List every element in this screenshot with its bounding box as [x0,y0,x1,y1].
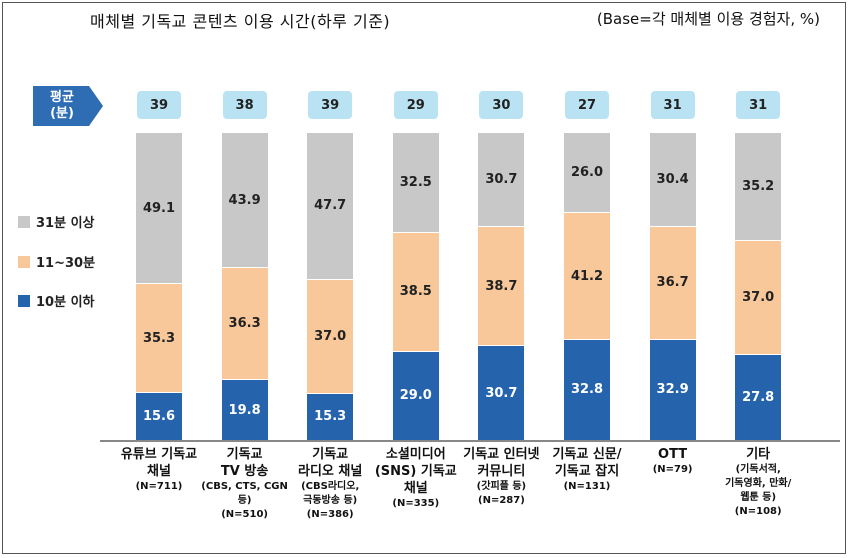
legend-swatch [18,294,30,307]
x-tick-label: 기독교 인터넷 커뮤니티 (갓피플 등) (N=287) [451,446,551,508]
category-label: 소셜미디어 (SNS) 기독교 채널 [374,447,457,496]
bar-segment: 32.5 [392,132,439,233]
base-note: (Base=각 매체별 이용 경험자, %) [596,10,820,28]
average-label: 평균 (분) [33,86,103,126]
category-label: OTT [658,447,688,462]
category-label: 기타 [746,447,771,462]
average-value: 39 [308,91,353,119]
bar-segment: 30.4 [649,132,696,226]
category-sample-size: (CBS, CTS, CGN 등) (N=510) [201,481,288,520]
bar-segment: 35.3 [136,283,182,392]
average-value: 31 [736,91,781,119]
legend-label: 10분 이하 [36,295,95,310]
legend-swatch [18,255,30,268]
legend-label: 11~30분 [36,256,96,271]
average-value: 30 [479,91,524,119]
bar-segment: 43.9 [221,132,268,268]
category-label: 유튜브 기독교 채널 [120,447,198,479]
category-label: 기독교 신문/ 기독교 잡지 [552,447,622,479]
bar-segment: 36.3 [221,267,268,379]
x-tick-label: 기독교 TV 방송 (CBS, CTS, CGN 등) (N=510) [195,446,295,522]
bar-segment: 27.8 [735,354,782,440]
bar-segment: 30.7 [478,131,525,227]
category-sample-size: (N=335) [392,498,440,509]
bar-segment: 38.7 [478,226,525,346]
category-sample-size: (N=79) [652,464,693,475]
category-label: 기독교 인터넷 커뮤니티 [463,447,540,479]
x-tick-label: 기타 (기독서적, 기독영화, 만화/ 웹툰 등) (N=108) [708,446,808,519]
x-axis-line [100,440,840,442]
category-label: 기독교 라디오 채널 [298,447,363,479]
category-sample-size: (N=131) [563,481,611,492]
average-value: 31 [650,91,695,119]
bar-segment: 29.0 [392,350,439,440]
bar-segment: 36.7 [649,225,696,339]
average-value: 27 [565,91,609,119]
category-sample-size: (N=711) [135,481,183,492]
category-sample-size: (기독서적, 기독영화, 만화/ 웹툰 등) (N=108) [725,464,792,517]
bar-segment: 49.1 [136,132,182,284]
category-sample-size: (갓피플 등) (N=287) [476,481,527,506]
category-sample-size: (CBS라디오, 극동방송 등) (N=386) [301,481,360,520]
legend-item: 31분 이상 [18,212,95,231]
average-label-text: 평균 (분) [50,90,74,121]
x-tick-label: OTT (N=79) [623,446,723,477]
x-tick-label: 기독교 라디오 채널 (CBS라디오, 극동방송 등) (N=386) [280,446,380,522]
bar-segment: 37.0 [307,278,354,393]
average-value: 29 [393,91,438,119]
bar-segment: 32.9 [649,338,696,440]
x-tick-label: 소셜미디어 (SNS) 기독교 채널 (N=335) [366,446,466,511]
average-value: 39 [137,91,181,119]
category-label: 기독교 TV 방송 [220,447,269,479]
x-tick-label: 유튜브 기독교 채널 (N=711) [109,446,209,494]
bar-segment: 26.0 [564,132,610,213]
x-tick-label: 기독교 신문/ 기독교 잡지 (N=131) [537,446,637,494]
bar-segment: 15.3 [307,392,354,440]
average-value: 38 [222,91,267,119]
chart-title: 매체별 기독교 콘텐츠 이용 시간(하루 기준) [90,12,391,31]
legend-swatch [18,215,30,228]
bar-segment: 15.6 [136,391,182,440]
bar-segment: 30.7 [478,345,525,440]
bar-segment: 19.8 [221,379,268,440]
bar-segment: 38.5 [392,232,439,351]
bar-segment: 47.7 [307,132,354,279]
bar-segment: 35.2 [735,132,782,241]
legend-item: 10분 이하 [18,291,95,310]
legend-item: 11~30분 [18,252,95,271]
bar-segment: 32.8 [564,338,610,440]
bar-segment: 41.2 [564,212,610,339]
legend-label: 31분 이상 [36,216,95,231]
bar-segment: 37.0 [735,240,782,355]
